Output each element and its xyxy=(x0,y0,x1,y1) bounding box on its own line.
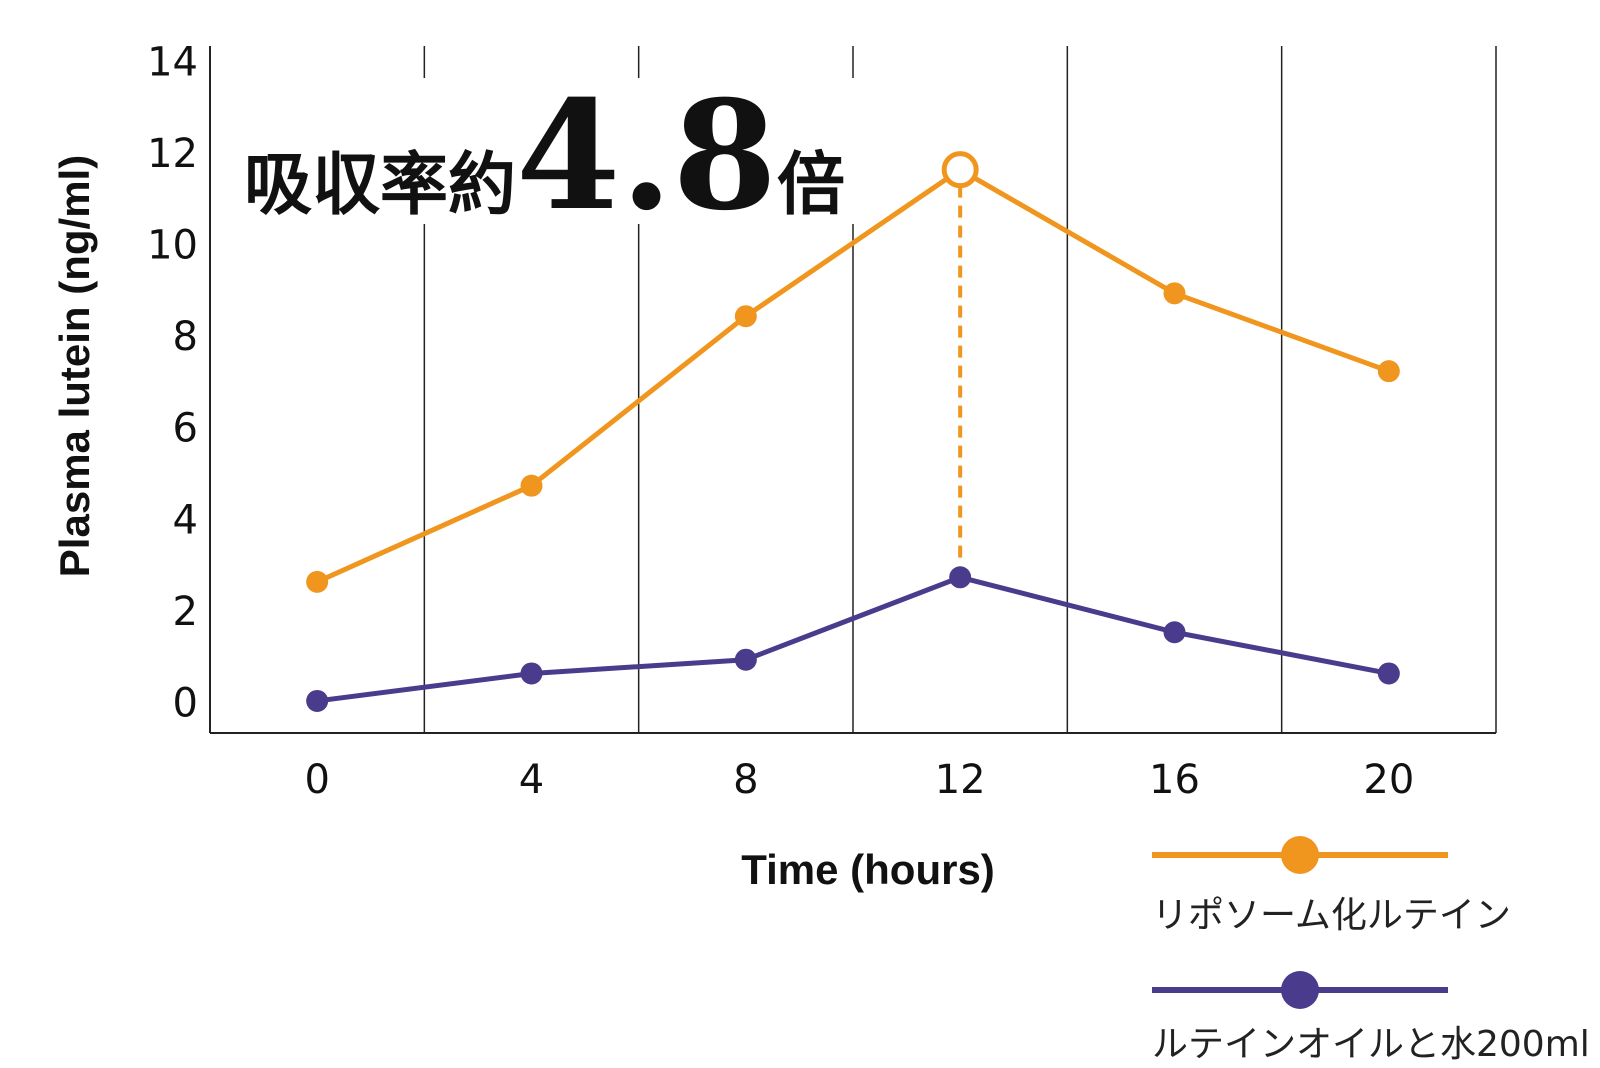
series-line-0 xyxy=(314,167,1392,585)
series-1-point-16 xyxy=(1163,621,1186,644)
series-0-point-12-highlight xyxy=(941,151,979,189)
x-axis-title: Time (hours) xyxy=(741,846,995,893)
legend: リポソーム化ルテイン ルテインオイルと水200ml xyxy=(1152,836,1590,1065)
y-tick-label-6: 6 xyxy=(173,406,198,452)
y-tick-label-12: 12 xyxy=(147,131,198,177)
x-tick-label-16: 16 xyxy=(1149,757,1200,803)
legend-swatch-marker-oil xyxy=(1281,971,1319,1009)
y-axis-title: Plasma lutein (ng/ml) xyxy=(51,155,98,577)
series-0-point-0 xyxy=(306,570,329,593)
legend-label-liposome: リポソーム化ルテイン xyxy=(1152,895,1511,936)
headline-text: 吸収率約4.8倍 xyxy=(244,68,845,244)
y-tick-label-4: 4 xyxy=(173,497,198,543)
y-tick-labels: 0 2 4 6 8 10 12 14 xyxy=(147,39,198,726)
axes xyxy=(209,46,1496,734)
series-lines xyxy=(306,151,1400,712)
headline-number: 4.8 xyxy=(516,68,777,244)
series-1-point-12 xyxy=(949,566,972,589)
headline-prefix: 吸収率約 xyxy=(244,145,516,225)
headline-suffix: 倍 xyxy=(777,145,845,225)
series-1-point-8 xyxy=(734,648,757,671)
x-tick-label-8: 8 xyxy=(733,757,758,803)
series-0-point-8 xyxy=(734,305,757,328)
x-tick-labels: 0 4 8 12 16 20 xyxy=(304,757,1414,803)
y-tick-label-2: 2 xyxy=(173,589,198,635)
series-0-point-20 xyxy=(1377,360,1400,383)
series-1-point-0 xyxy=(306,689,329,712)
series-line-1 xyxy=(314,574,1392,704)
x-tick-label-4: 4 xyxy=(519,757,544,803)
x-tick-label-12: 12 xyxy=(935,757,986,803)
headline-background xyxy=(236,78,872,224)
y-tick-label-0: 0 xyxy=(173,681,198,727)
series-0-point-4 xyxy=(520,474,543,497)
series-1-point-20 xyxy=(1377,662,1400,685)
headline: 吸収率約4.8倍 xyxy=(236,68,872,244)
series-1-point-4 xyxy=(520,662,543,685)
legend-label-oil: ルテインオイルと水200ml xyxy=(1152,1024,1590,1065)
x-tick-label-0: 0 xyxy=(304,757,329,803)
y-tick-label-10: 10 xyxy=(147,223,198,269)
x-tick-label-20: 20 xyxy=(1363,757,1414,803)
legend-swatch-marker-liposome xyxy=(1281,836,1319,874)
y-tick-label-14: 14 xyxy=(147,39,198,85)
series-0-point-16 xyxy=(1163,282,1186,305)
y-tick-label-8: 8 xyxy=(173,314,198,360)
